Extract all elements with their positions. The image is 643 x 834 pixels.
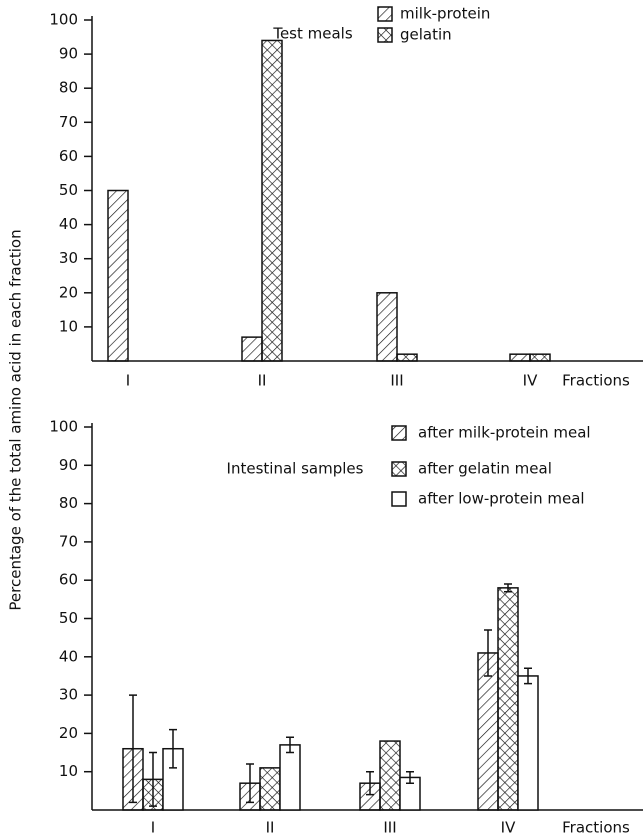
legend-label: after low-protein meal [418, 490, 585, 508]
error-bar [246, 763, 254, 804]
y-tick-label: 40 [59, 647, 78, 665]
legend-title: Intestinal samples [227, 460, 364, 478]
legend-swatch [391, 461, 407, 477]
y-tick-label: 80 [59, 494, 78, 512]
bar [279, 744, 301, 811]
bar [497, 587, 519, 811]
y-tick-label: 10 [59, 317, 78, 335]
y-tick-label: 10 [59, 762, 78, 780]
x-axis-label: Fractions [562, 819, 630, 834]
legend-title: Test meals [272, 25, 353, 43]
error-bar [406, 770, 414, 784]
y-tick-label: 90 [59, 45, 78, 63]
bar [376, 292, 398, 362]
error-bar [286, 736, 294, 754]
legend-swatch [377, 27, 393, 43]
x-tick-label: II [266, 819, 275, 834]
y-tick-label: 30 [59, 249, 78, 267]
bar [379, 740, 401, 811]
y-tick-label: 40 [59, 215, 78, 233]
error-bar [366, 770, 374, 796]
legend-label: milk-protein [400, 5, 490, 23]
bar [517, 675, 539, 811]
y-tick-label: 20 [59, 283, 78, 301]
y-axis-label: Percentage of the total amino acid in ea… [7, 229, 25, 610]
error-bar [524, 667, 532, 685]
x-tick-label: III [390, 372, 403, 390]
bar [529, 353, 551, 362]
bar [107, 189, 129, 362]
y-tick-label: 100 [49, 418, 78, 436]
y-tick-label: 50 [59, 181, 78, 199]
error-bar [504, 583, 512, 593]
error-bar [149, 751, 157, 807]
y-tick-label: 100 [49, 11, 78, 29]
bar [259, 767, 281, 811]
x-axis-label: Fractions [562, 372, 630, 390]
bar [396, 353, 418, 362]
bar [261, 39, 283, 362]
legend-swatch [377, 6, 393, 22]
error-bar [484, 629, 492, 677]
y-tick-label: 70 [59, 532, 78, 550]
error-bar [169, 728, 177, 769]
x-tick-label: III [383, 819, 396, 834]
x-tick-label: IV [501, 819, 516, 834]
x-tick-label: II [258, 372, 267, 390]
y-tick-label: 80 [59, 79, 78, 97]
y-tick-label: 20 [59, 724, 78, 742]
legend-swatch [391, 491, 407, 507]
x-tick-label: I [126, 372, 130, 390]
legend-label: after milk-protein meal [418, 424, 591, 442]
y-tick-label: 30 [59, 686, 78, 704]
y-tick-label: 50 [59, 609, 78, 627]
y-tick-label: 90 [59, 456, 78, 474]
bar [509, 353, 531, 362]
y-tick-label: 60 [59, 147, 78, 165]
bar [241, 336, 263, 362]
error-bar [129, 694, 137, 804]
legend-label: after gelatin meal [418, 460, 552, 478]
x-tick-label: IV [523, 372, 538, 390]
legend-label: gelatin [400, 26, 452, 44]
y-tick-label: 60 [59, 571, 78, 589]
legend-swatch [391, 425, 407, 441]
x-tick-label: I [151, 819, 155, 834]
y-tick-label: 70 [59, 113, 78, 131]
